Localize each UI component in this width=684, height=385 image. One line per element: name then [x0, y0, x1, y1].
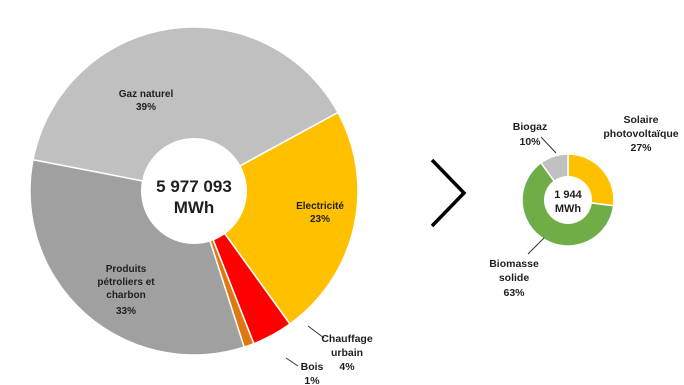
pie1-slice-gaz-naturel	[32, 26, 340, 192]
pie1-center-unit: MWh	[174, 198, 215, 217]
chevron-right-icon	[430, 158, 467, 228]
svg-text:1%: 1%	[304, 375, 320, 385]
label-gaz-naturel: Gaz naturel 39%	[119, 89, 174, 113]
label-biogaz: Biogaz 10%	[513, 121, 557, 154]
leader-biomasse	[527, 237, 545, 255]
svg-text:pétroliers et: pétroliers et	[97, 277, 155, 288]
pie1-center-value: 5 977 093	[156, 177, 232, 196]
svg-text:Electricité: Electricité	[296, 201, 344, 212]
pie1-center-hole	[141, 138, 247, 244]
pie2-center-value: 1 944	[554, 189, 582, 201]
svg-text:Chauffage: Chauffage	[321, 333, 372, 345]
svg-text:urbain: urbain	[331, 347, 363, 359]
svg-text:charbon: charbon	[106, 290, 145, 301]
svg-text:4%: 4%	[339, 361, 355, 373]
pie2-center-unit: MWh	[555, 203, 582, 215]
svg-text:photovoltaïque: photovoltaïque	[603, 128, 678, 140]
label-biomasse: Biomasse solide 63%	[489, 237, 545, 299]
svg-text:Gaz naturel: Gaz naturel	[119, 89, 174, 100]
label-produits-petroliers: Produits pétroliers et charbon 33%	[97, 264, 155, 317]
svg-text:Solaire: Solaire	[623, 114, 658, 126]
svg-text:10%: 10%	[519, 136, 541, 148]
label-chauffage-urbain: Chauffage urbain 4%	[307, 325, 373, 373]
leader-biogaz	[540, 136, 557, 154]
label-solaire: Solaire photovoltaïque 27%	[603, 114, 678, 154]
leader-bois	[285, 357, 299, 367]
svg-text:63%: 63%	[503, 287, 525, 299]
svg-text:23%: 23%	[310, 214, 330, 225]
svg-text:33%: 33%	[116, 306, 136, 317]
label-bois: Bois 1%	[285, 357, 324, 385]
svg-text:Biomasse: Biomasse	[489, 258, 539, 270]
svg-text:Produits: Produits	[106, 264, 147, 275]
pie1-slice-electricité	[192, 111, 359, 326]
svg-text:Bois: Bois	[301, 361, 324, 373]
svg-text:solide: solide	[499, 272, 530, 284]
svg-text:39%: 39%	[136, 102, 156, 113]
svg-text:Biogaz: Biogaz	[513, 121, 547, 133]
pie2-center-hole	[544, 176, 592, 224]
svg-text:27%: 27%	[630, 142, 652, 154]
label-electricite: Electricité 23%	[296, 201, 344, 225]
leader-chauffage	[307, 325, 325, 339]
